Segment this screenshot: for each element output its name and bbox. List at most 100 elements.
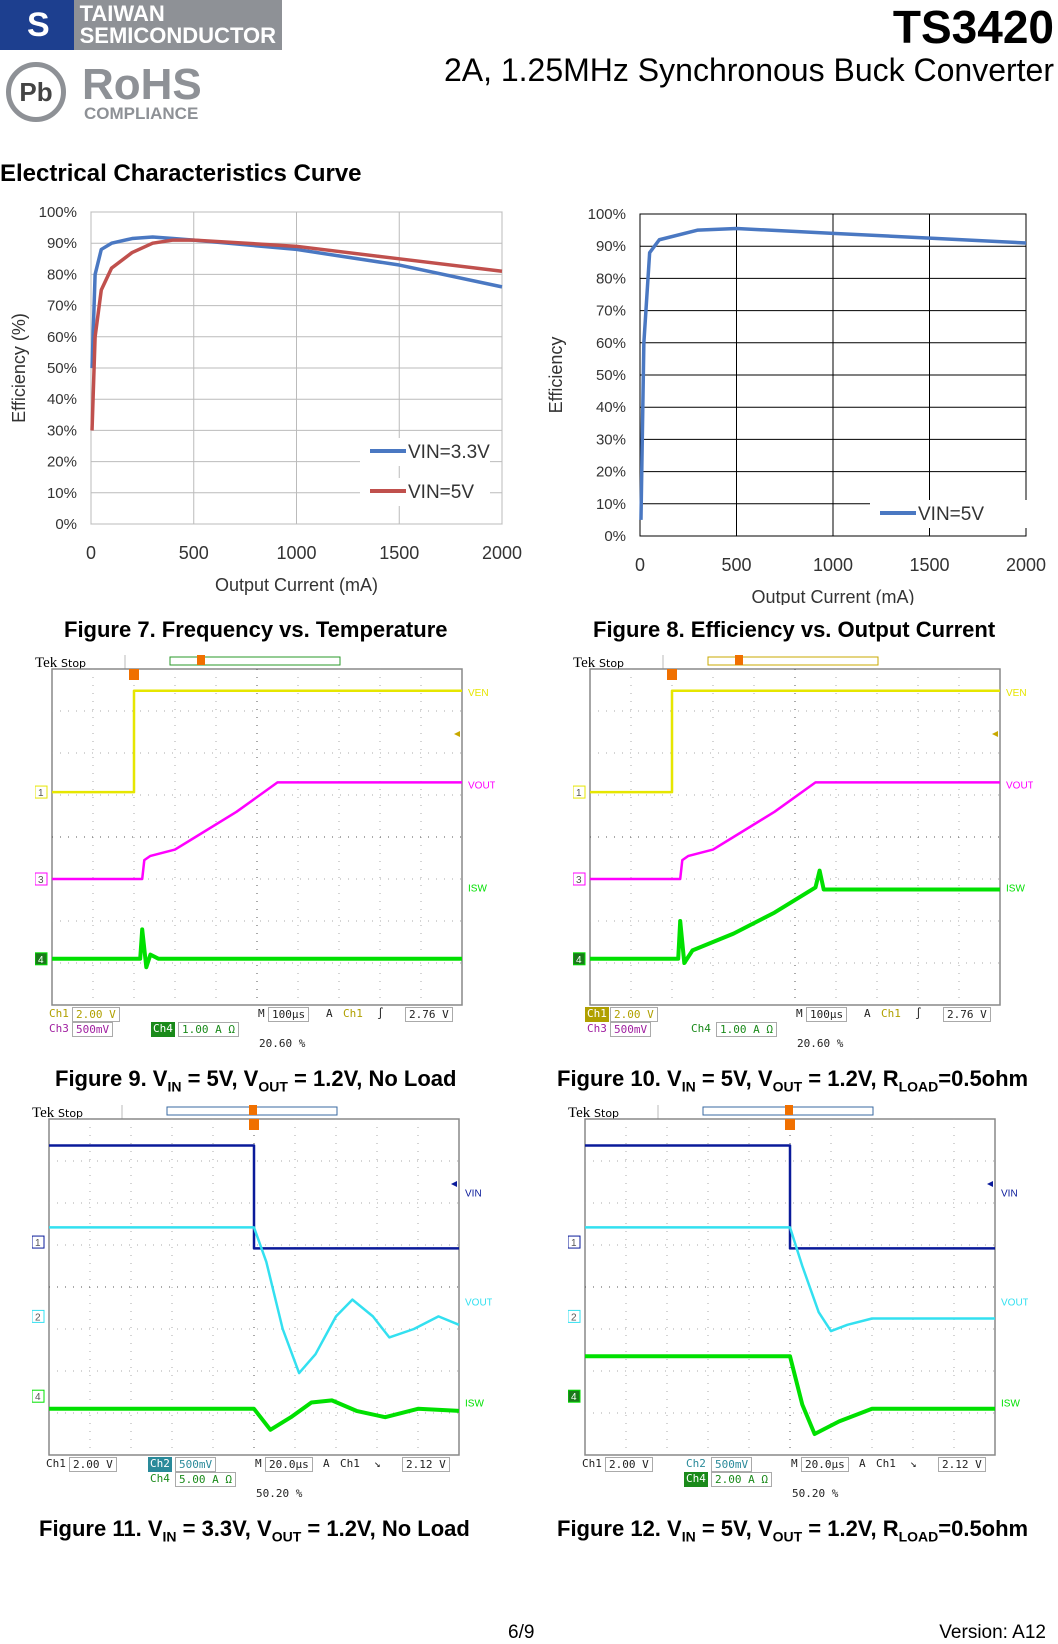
acq-state: Stop (599, 657, 625, 670)
channel-marker-num: 4 (35, 1392, 41, 1403)
caption-fig7: Figure 7. Frequency vs. Temperature (64, 617, 448, 642)
t: = 5V, V (695, 1066, 773, 1091)
trigger-level-icon (992, 731, 998, 737)
ch4-label: Ch4 (684, 1472, 708, 1487)
y-tick-label: 80% (596, 270, 626, 287)
t: OUT (271, 1528, 302, 1545)
channel-marker-num: 4 (576, 955, 582, 966)
series-line-1 (90, 238, 503, 431)
ch1-scale: 2.00 V (69, 1457, 117, 1472)
trigger-position: 50.20 % (256, 1487, 303, 1500)
ch2-label: Ch2 (686, 1457, 706, 1470)
ch1-scale: 2.00 V (72, 1007, 120, 1022)
x-tick-label: 0 (635, 555, 645, 575)
acq-state: Stop (61, 657, 87, 670)
timebase-value: 20.0µs (265, 1457, 313, 1472)
company-line1: TAIWAN (79, 1, 165, 26)
trigger-source: Ch1 (876, 1457, 896, 1470)
y-tick-label: 30% (596, 431, 626, 448)
channel-marker-num: 3 (38, 875, 44, 886)
scope-screen: 1 VEN 3 VOUT 4 ISW (35, 655, 495, 1006)
trace-vout (585, 1226, 995, 1333)
channel-marker (568, 1389, 581, 1403)
scope-fig10: Tek Stop 1 VEN 3 VOUT 4 ISW Ch1 2.00 V Ch3 500mV Ch… (573, 655, 1033, 1055)
acq-state: Stop (58, 1107, 84, 1120)
channel-marker-num: 1 (576, 788, 582, 799)
ch2-scale: 500mV (175, 1457, 217, 1472)
efficiency-chart-fig8: 0% 10% 20% 30% 40% 50% 60% 70% 80% 90% 100% 0 500 100… (546, 206, 1058, 605)
trigger-source: Ch1 (881, 1007, 901, 1020)
ch1-label: Ch1 (585, 1007, 609, 1022)
company-name: TAIWAN SEMICONDUCTOR (73, 0, 282, 50)
x-tick-label: 1500 (909, 555, 949, 575)
trigger-position: 50.20 % (792, 1487, 839, 1500)
efficiency-chart-fig7: 0% 10% 20% 30% 40% 50% 60% 70% 80% 90% 100% 0 500 100… (9, 204, 522, 595)
trigger-position: 20.60 % (259, 1037, 306, 1050)
channel-marker-num: 1 (571, 1238, 577, 1249)
ch2-label: Ch2 (148, 1457, 172, 1472)
rohs-logo: Pb RoHS COMPLIANCE (6, 60, 216, 126)
channel-label: ISW (1006, 883, 1025, 894)
t: LOAD (898, 1528, 939, 1545)
legend-label: VIN=5V (918, 504, 984, 525)
channel-label: VOUT (465, 1298, 492, 1309)
channel-label: ISW (1001, 1399, 1020, 1410)
ch1-scale: 2.00 V (605, 1457, 653, 1472)
x-axis-label: Output Current (mA) (751, 587, 914, 605)
channel-label: VEN (468, 688, 489, 699)
part-number: TS3420 (892, 1, 1054, 53)
channel-marker (573, 785, 586, 799)
trigger-level-icon (987, 1181, 993, 1187)
channel-marker-num: 2 (35, 1312, 41, 1323)
trace-vout (49, 1226, 460, 1375)
record-bar (707, 656, 879, 666)
trigger-level: 2.12 V (938, 1457, 986, 1472)
trace-ven (590, 689, 1000, 794)
ch4-scale: 1.00 A Ω (178, 1022, 239, 1037)
trigger-label: A (323, 1457, 330, 1470)
x-tick-label: 2000 (1006, 555, 1046, 575)
ch4-label: Ch4 (151, 1022, 175, 1037)
y-tick-label: 90% (47, 235, 77, 252)
ch1-label: Ch1 (582, 1457, 602, 1470)
tek-status: Tek Stop (35, 655, 86, 672)
timebase-value: 100µs (806, 1007, 848, 1022)
channel-marker (573, 872, 586, 886)
ch4-label: Ch4 (150, 1472, 170, 1485)
channel-marker (35, 785, 48, 799)
trigpos-marker-icon (735, 655, 743, 665)
trace-vin (49, 1144, 459, 1250)
channel-marker (32, 1235, 45, 1249)
series-line-0 (90, 235, 503, 369)
t: LOAD (898, 1078, 939, 1095)
trace-isw (590, 868, 1000, 965)
ch3-scale: 500mV (72, 1022, 114, 1037)
y-tick-label: 0% (55, 516, 77, 533)
ch4-scale: 1.00 A Ω (716, 1022, 777, 1037)
company-logo: S TAIWAN SEMICONDUCTOR (0, 0, 282, 50)
x-tick-label: 1500 (379, 543, 419, 563)
channel-label: VOUT (1001, 1298, 1028, 1309)
trace-vin (585, 1144, 995, 1250)
caption-fig11: Figure 11. VIN = 3.3V, VOUT = 1.2V, No L… (39, 1516, 470, 1544)
trigger-level: 2.76 V (405, 1007, 453, 1022)
t: =0.5ohm (938, 1066, 1029, 1091)
scope-screen: 1 VIN 2 VOUT 4 ISW (32, 1105, 492, 1456)
y-tick-label: 60% (47, 329, 77, 346)
timebase-value: 20.0µs (801, 1457, 849, 1472)
trigger-level: 2.76 V (943, 1007, 991, 1022)
page-number: 6/9 (508, 1622, 535, 1643)
record-bar (169, 656, 341, 666)
y-tick-label: 20% (596, 464, 626, 481)
trigger-label: A (326, 1007, 333, 1020)
t: OUT (258, 1078, 288, 1095)
trigger-marker-icon (249, 1119, 259, 1130)
y-tick-label: 30% (47, 422, 77, 439)
ch1-scale: 2.00 V (610, 1007, 658, 1022)
pb-free-icon: Pb (6, 62, 66, 122)
trigger-marker-icon (667, 669, 677, 680)
section-title: Electrical Characteristics Curve (0, 160, 362, 187)
scope-fig9: Tek Stop 1 VEN 3 VOUT 4 ISW Ch1 2.00 V Ch3 500mV Ch… (35, 655, 495, 1055)
ch4-scale: 5.00 A Ω (175, 1472, 236, 1487)
t: = 3.3V, V (176, 1516, 272, 1541)
